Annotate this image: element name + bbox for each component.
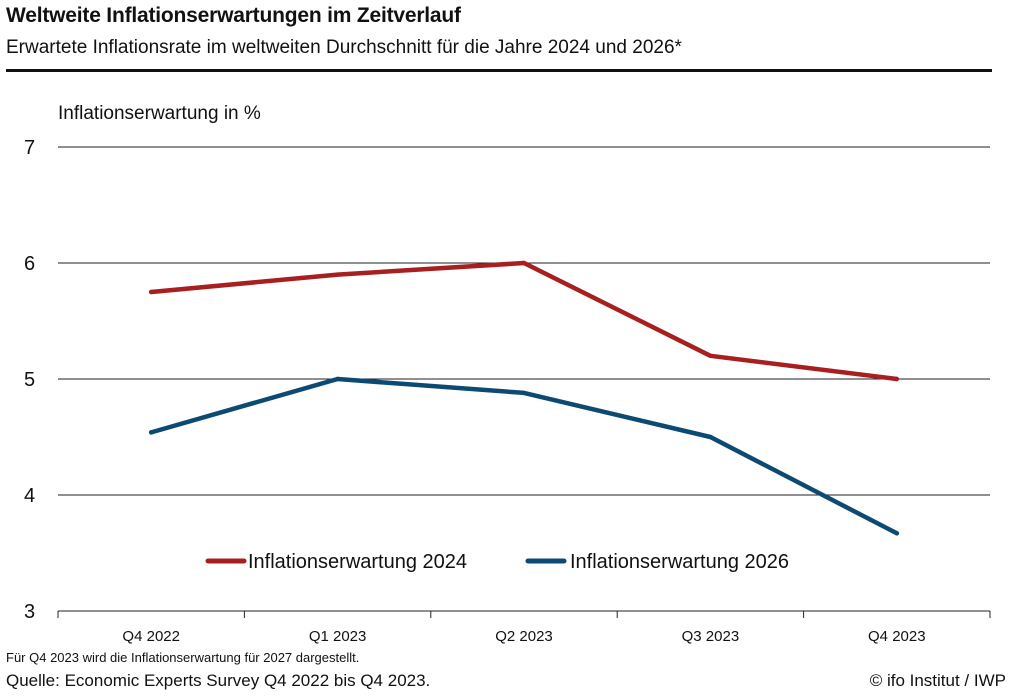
series-line-1	[148, 260, 900, 382]
x-tick-label: Q3 2023	[682, 628, 740, 645]
legend-label: Inflationserwartung 2024	[248, 551, 467, 573]
data-point	[708, 353, 713, 358]
x-tick-label: Q1 2023	[309, 628, 367, 645]
chart-title: Weltweite Inflationserwartungen im Zeitv…	[6, 4, 461, 27]
data-point	[335, 376, 340, 382]
x-tick-label: Q2 2023	[495, 628, 553, 645]
y-tick-label: 5	[24, 369, 35, 391]
footnote: Für Q4 2023 wird die Inflationserwartung…	[6, 650, 360, 665]
y-tick-label: 7	[24, 137, 35, 159]
y-tick-labels: 3 4 5 6 7	[24, 137, 35, 623]
chart-subtitle: Erwartete Inflationsrate im weltweiten D…	[6, 37, 682, 58]
source-note: Quelle: Economic Experts Survey Q4 2022 …	[6, 671, 431, 690]
data-point	[894, 376, 899, 382]
legend-label: Inflationserwartung 2026	[570, 551, 789, 573]
data-point	[894, 531, 899, 536]
data-point	[521, 260, 527, 266]
series-line-2	[148, 376, 900, 536]
x-tick-label: Q4 2022	[122, 628, 180, 645]
x-axis: Q4 2022 Q1 2023 Q2 2023 Q3 2023 Q4 2023	[57, 610, 991, 645]
y-tick-label: 6	[24, 253, 35, 275]
data-point	[708, 434, 713, 440]
gridlines	[58, 146, 990, 496]
y-tick-label: 4	[24, 485, 35, 507]
data-point	[335, 272, 340, 277]
y-tick-label: 3	[24, 601, 35, 623]
header-divider	[6, 69, 992, 72]
data-point	[149, 289, 154, 295]
x-tick-label: Q4 2023	[868, 628, 926, 645]
data-point	[521, 390, 527, 396]
legend: Inflationserwartung 2024 Inflationserwart…	[205, 551, 789, 573]
data-point	[149, 430, 154, 435]
series-lines	[148, 260, 900, 536]
copyright: © ifo Institut / IWP	[869, 671, 1006, 690]
y-axis-label: Inflationserwartung in %	[58, 103, 261, 124]
